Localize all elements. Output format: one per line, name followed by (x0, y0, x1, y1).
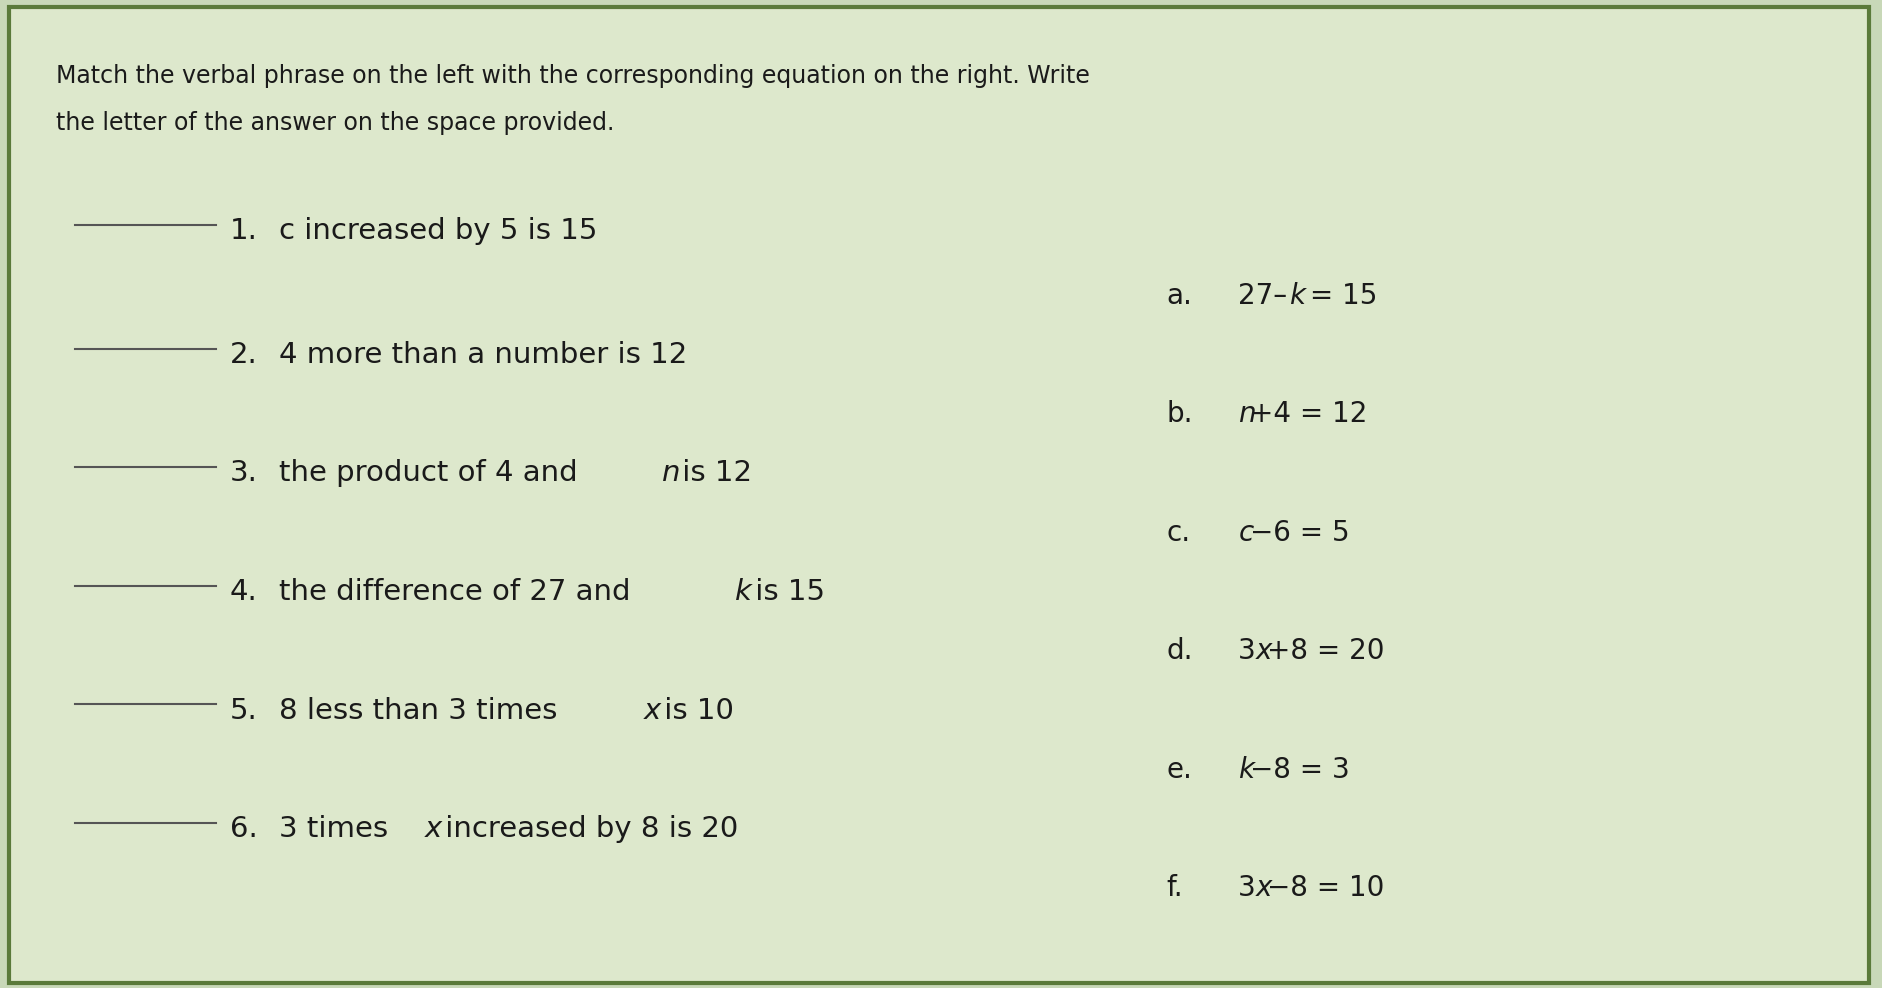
Text: e.: e. (1167, 756, 1193, 783)
Text: +8 = 20: +8 = 20 (1267, 637, 1385, 665)
Text: k: k (734, 578, 751, 606)
Text: is 12: is 12 (674, 459, 751, 487)
Text: d.: d. (1167, 637, 1193, 665)
Text: x: x (1255, 874, 1272, 902)
Text: 4.: 4. (230, 578, 258, 606)
Text: a.: a. (1167, 282, 1193, 309)
Text: 8 less than 3 times: 8 less than 3 times (279, 697, 566, 724)
Text: 27–: 27– (1238, 282, 1287, 309)
Text: 3 times: 3 times (279, 815, 397, 843)
Text: is 15: is 15 (745, 578, 824, 606)
Text: c: c (1238, 519, 1253, 546)
Text: 3: 3 (1238, 874, 1255, 902)
Text: 6.: 6. (230, 815, 258, 843)
Text: increased by 8 is 20: increased by 8 is 20 (435, 815, 738, 843)
Text: 4 more than a number is 12: 4 more than a number is 12 (279, 341, 687, 369)
Text: 3.: 3. (230, 459, 258, 487)
Text: −6 = 5: −6 = 5 (1250, 519, 1349, 546)
Text: −8 = 3: −8 = 3 (1250, 756, 1349, 783)
Text: f.: f. (1167, 874, 1184, 902)
Text: b.: b. (1167, 400, 1193, 428)
Text: x: x (425, 815, 442, 843)
Text: n: n (1238, 400, 1255, 428)
Text: k: k (1238, 756, 1255, 783)
Text: −8 = 10: −8 = 10 (1267, 874, 1383, 902)
Text: the difference of 27 and: the difference of 27 and (279, 578, 640, 606)
Text: c increased by 5 is 15: c increased by 5 is 15 (279, 217, 597, 245)
Text: 5.: 5. (230, 697, 258, 724)
Text: x: x (1255, 637, 1272, 665)
Text: = 15: = 15 (1300, 282, 1378, 309)
Text: the product of 4 and: the product of 4 and (279, 459, 587, 487)
Text: is 10: is 10 (655, 697, 734, 724)
Text: k: k (1289, 282, 1304, 309)
Text: the letter of the answer on the space provided.: the letter of the answer on the space pr… (56, 111, 615, 134)
Text: 3: 3 (1238, 637, 1255, 665)
Text: 1.: 1. (230, 217, 258, 245)
Text: Match the verbal phrase on the left with the corresponding equation on the right: Match the verbal phrase on the left with… (56, 64, 1090, 88)
Text: 2.: 2. (230, 341, 258, 369)
Text: x: x (644, 697, 661, 724)
Text: n: n (662, 459, 681, 487)
Text: +4 = 12: +4 = 12 (1250, 400, 1366, 428)
FancyBboxPatch shape (9, 7, 1869, 983)
Text: c.: c. (1167, 519, 1191, 546)
